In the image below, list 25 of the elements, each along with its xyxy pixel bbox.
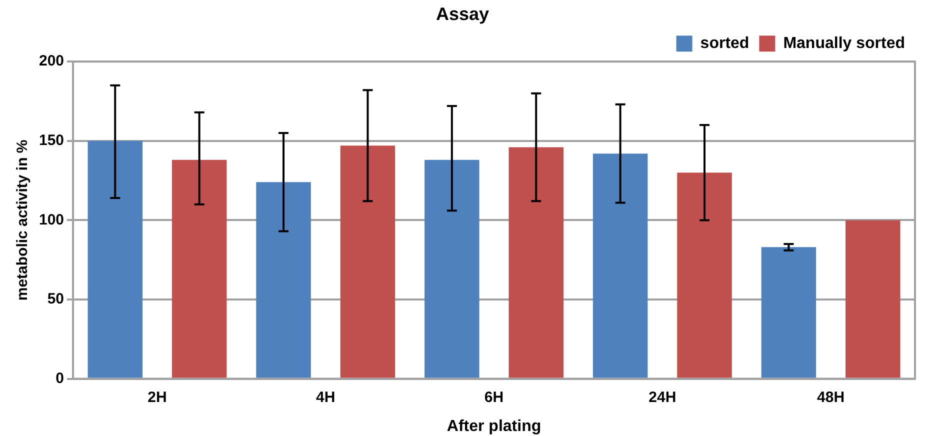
y-tick-label: 150 [38,132,64,150]
bar [340,146,396,378]
bar [846,220,900,378]
x-tick-label: 6H [484,388,504,406]
y-tick-label: 100 [38,211,64,228]
chart-title: Assay [436,4,490,24]
legend-label: sorted [700,35,750,52]
x-tick-label: 2H [148,388,167,406]
x-tick-label: 24H [648,388,676,406]
bar [256,182,311,378]
bar [424,160,480,378]
bar [677,172,732,378]
x-tick-label: 48H [817,388,845,406]
y-tick-label: 200 [38,52,64,70]
legend-label: Manually sorted [783,35,906,52]
x-axis-title: After plating [446,418,542,435]
x-tick-label: 4H [316,388,336,406]
y-tick-label: 50 [47,290,64,308]
bar [172,160,227,378]
bar [508,147,564,378]
y-axis-title: metabolic activity in % [14,140,32,301]
bar [592,154,648,378]
y-tick-label: 0 [56,370,64,387]
bar [88,140,142,378]
bar [761,247,816,378]
